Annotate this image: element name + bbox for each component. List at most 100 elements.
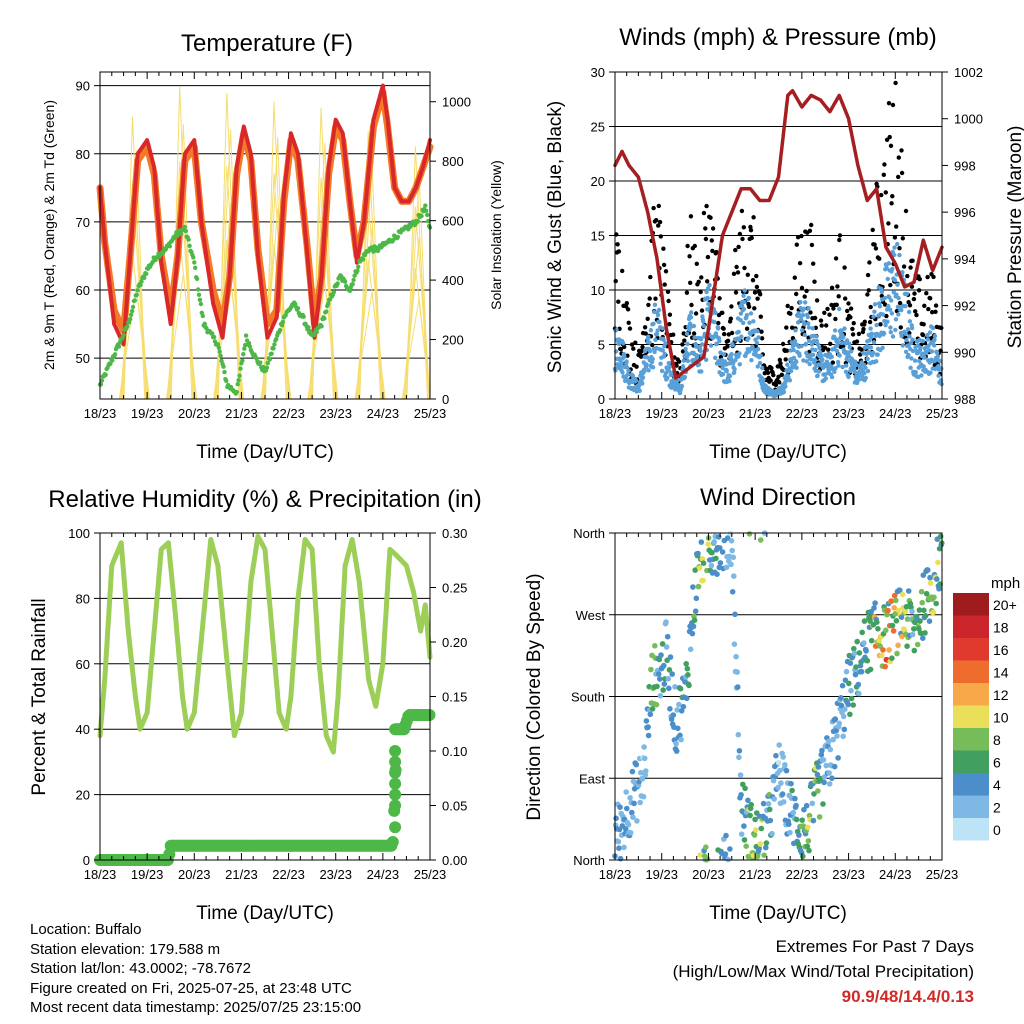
extremes-values: 90.9/48/14.4/0.13 xyxy=(841,987,974,1006)
dewpoint-point xyxy=(139,279,144,284)
direction-point xyxy=(663,644,670,650)
wind-point xyxy=(883,323,888,328)
x-tick-label: 24/23 xyxy=(879,867,912,882)
station-info: Location: Buffalo Station elevation: 179… xyxy=(30,920,361,1018)
wind-point xyxy=(755,346,761,352)
wind-point xyxy=(887,307,893,312)
dewpoint-point xyxy=(167,244,172,249)
gust-point xyxy=(920,332,926,338)
dewpoint-point xyxy=(130,304,136,310)
wind-point xyxy=(888,325,893,330)
dewpoint-point xyxy=(351,277,356,283)
wind-point xyxy=(899,333,904,339)
x-tick-label: 21/23 xyxy=(739,867,772,882)
gust-point xyxy=(907,303,913,308)
direction-point xyxy=(840,713,847,720)
direction-point xyxy=(903,603,910,610)
direction-point xyxy=(868,637,875,644)
legend-label: 2 xyxy=(993,800,1001,816)
dewpoint-point xyxy=(234,389,239,395)
wind-point xyxy=(640,381,645,386)
wind-point xyxy=(937,359,943,364)
wind-point xyxy=(620,370,625,375)
wind-point xyxy=(803,341,809,347)
wind-point xyxy=(903,304,908,309)
direction-point xyxy=(637,799,643,806)
direction-point xyxy=(719,549,726,555)
gust-point xyxy=(710,226,716,231)
gust-point xyxy=(780,341,786,347)
direction-title: Wind Direction xyxy=(700,484,856,511)
wind-point xyxy=(871,340,877,345)
wind-point xyxy=(699,369,704,374)
wind-point xyxy=(854,362,859,367)
direction-point xyxy=(847,660,854,666)
wind-point xyxy=(685,341,690,347)
gust-point xyxy=(653,296,658,301)
direction-point xyxy=(805,824,811,831)
wind-point xyxy=(816,369,822,374)
direction-point xyxy=(826,781,833,787)
direction-point xyxy=(643,718,650,724)
direction-point xyxy=(893,597,899,604)
gust-point xyxy=(688,214,694,219)
gust-point xyxy=(648,274,653,280)
extremes-title: Extremes For Past 7 Days xyxy=(775,937,974,956)
y-tick-label: West xyxy=(576,608,606,623)
wind-point xyxy=(736,329,741,335)
dewpoint-point xyxy=(187,243,192,248)
wind-point xyxy=(903,331,908,337)
wind-point xyxy=(934,350,940,355)
dewpoint-point xyxy=(419,213,424,219)
direction-point xyxy=(666,685,672,692)
gust-point xyxy=(691,331,697,336)
solar-spike xyxy=(356,227,384,400)
wind-point xyxy=(750,344,755,349)
direction-point xyxy=(933,600,939,607)
gust-point xyxy=(733,247,738,253)
precip-point xyxy=(389,799,402,812)
direction-point xyxy=(668,716,675,722)
solar-spike xyxy=(403,237,431,400)
temperature-x-axis-label: Time (Day/UTC) xyxy=(196,442,334,463)
direction-point xyxy=(814,771,821,778)
gust-point xyxy=(639,348,644,354)
gust-point xyxy=(666,298,671,304)
gust-point xyxy=(914,312,919,318)
dewpoint-point xyxy=(425,219,431,224)
wind-point xyxy=(661,337,666,342)
gust-point xyxy=(665,289,671,294)
dewpoint-point xyxy=(424,208,429,213)
gust-point xyxy=(625,307,631,312)
wind-point xyxy=(935,354,941,359)
wind-point xyxy=(868,326,873,331)
gust-point xyxy=(755,296,760,301)
gust-point xyxy=(872,242,877,247)
wind-point xyxy=(795,320,801,325)
direction-point xyxy=(629,768,636,775)
direction-point xyxy=(763,844,769,851)
dewpoint-point xyxy=(108,361,113,366)
x-tick-label: 25/23 xyxy=(926,867,959,882)
x-tick-label: 18/23 xyxy=(599,406,632,421)
wind-point xyxy=(899,307,904,313)
dewpoint-point xyxy=(217,349,222,354)
gust-point xyxy=(693,311,699,316)
gust-point xyxy=(758,314,763,319)
gust-point xyxy=(807,228,813,233)
dewpoint-point xyxy=(99,378,105,383)
direction-point xyxy=(801,806,807,813)
direction-point xyxy=(616,845,622,851)
wind-point xyxy=(907,319,913,324)
gust-point xyxy=(861,326,866,332)
wind-point xyxy=(626,368,631,373)
direction-point xyxy=(811,791,817,797)
latlon-text: Station lat/lon: 43.0002; -78.7672 xyxy=(30,960,252,977)
wind-point xyxy=(909,325,915,331)
dewpoint-point xyxy=(295,306,301,311)
gust-point xyxy=(754,284,760,290)
direction-point xyxy=(655,671,662,677)
direction-point xyxy=(782,762,788,768)
gust-point xyxy=(881,172,886,177)
direction-point xyxy=(761,852,767,858)
